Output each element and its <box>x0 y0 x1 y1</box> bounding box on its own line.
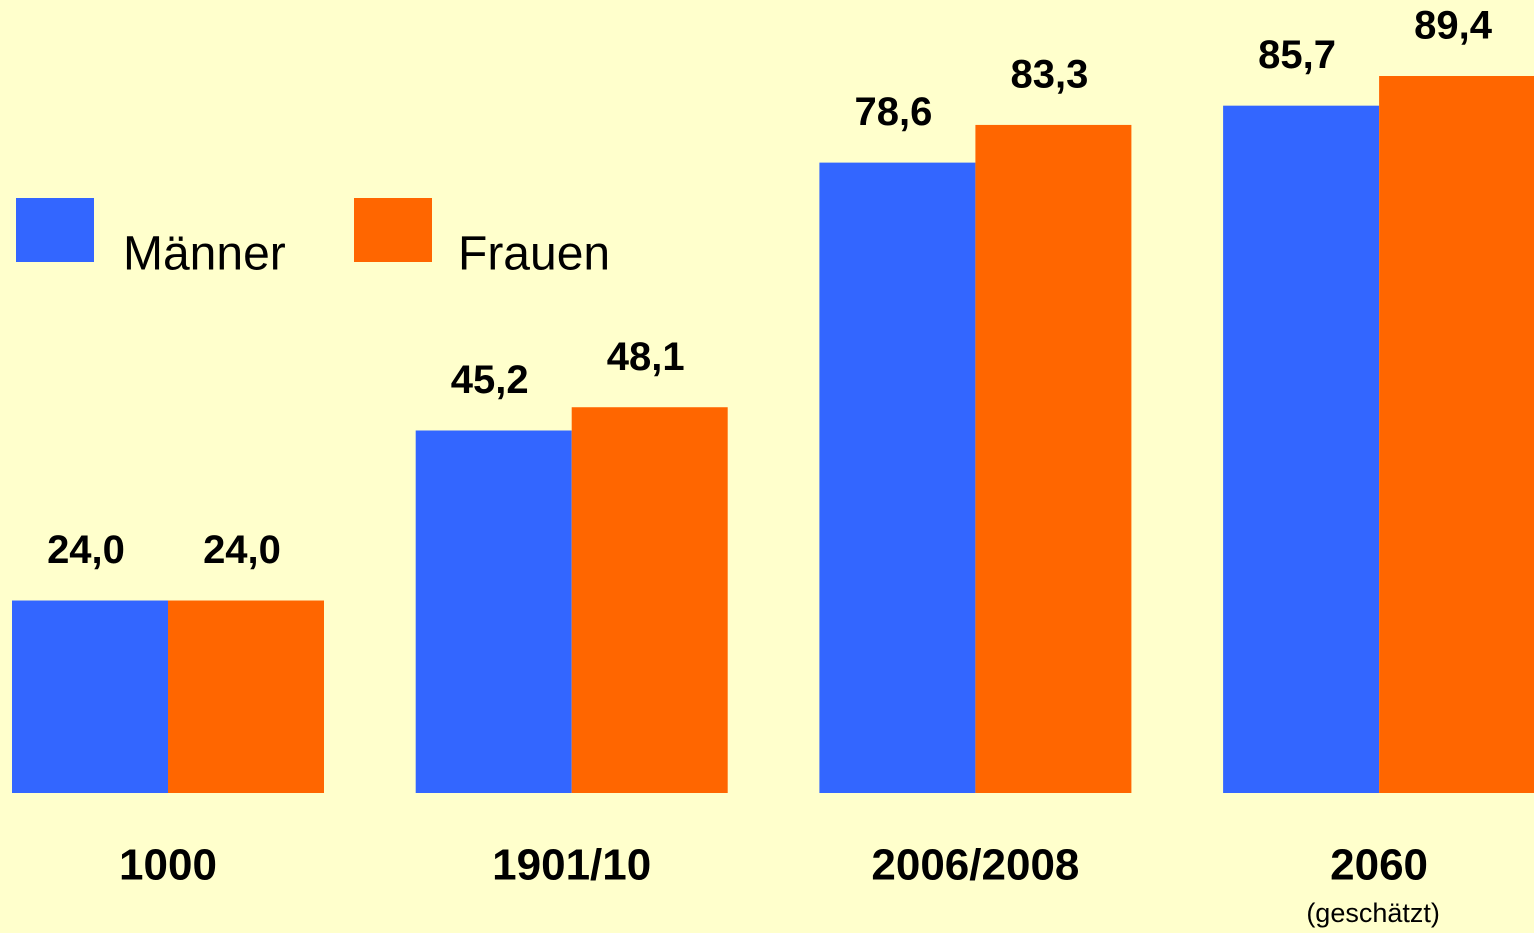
bar <box>1379 76 1534 793</box>
bar <box>12 600 168 793</box>
bar <box>1223 105 1380 793</box>
x-tick-label: 1901/10 <box>492 841 651 890</box>
value-label: 48,1 <box>607 335 685 379</box>
value-label: 83,3 <box>1010 52 1088 96</box>
bar <box>168 600 324 793</box>
annotation: (geschätzt) <box>1306 898 1440 928</box>
value-label: 45,2 <box>451 358 529 402</box>
legend-swatch <box>354 198 432 262</box>
value-label: 24,0 <box>203 528 281 572</box>
value-label: 89,4 <box>1414 4 1493 48</box>
value-label: 24,0 <box>47 528 125 572</box>
x-tick-label: 2006/2008 <box>871 841 1079 890</box>
bar <box>571 407 728 793</box>
value-label: 85,7 <box>1258 33 1336 77</box>
bar <box>975 124 1132 793</box>
bar <box>415 430 572 793</box>
x-tick-label: 1000 <box>119 841 217 890</box>
legend-label: Frauen <box>458 228 610 281</box>
legend-swatch <box>16 198 94 262</box>
value-label: 78,6 <box>854 90 932 134</box>
x-tick-label: 2060 <box>1330 841 1428 890</box>
bar <box>819 162 976 794</box>
legend-label: Männer <box>123 228 286 281</box>
